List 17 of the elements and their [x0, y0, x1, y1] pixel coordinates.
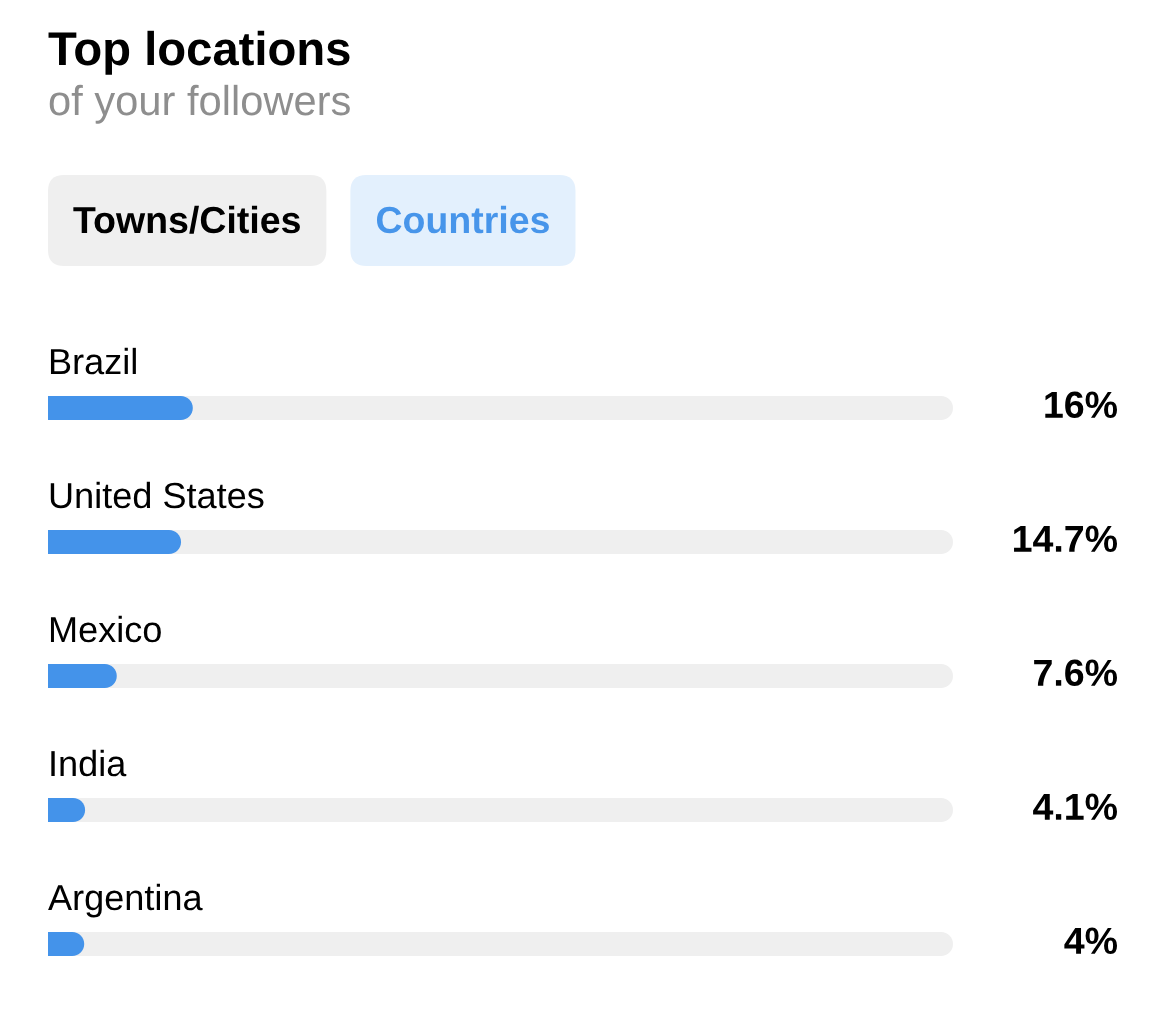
bar: [48, 396, 193, 420]
data-label: 4.1%: [1033, 793, 1118, 820]
bar: [48, 664, 117, 688]
chart-title: Top locations: [48, 30, 350, 75]
bar: [48, 530, 182, 554]
text: Towns/Cities: [73, 205, 300, 234]
data-label: 4%: [1064, 927, 1118, 954]
y-tick-label: Mexico: [50, 615, 161, 643]
y-tick-label: Argentina: [48, 883, 203, 918]
data-label: 7.6%: [1034, 659, 1118, 687]
data-label: 16%: [1045, 391, 1118, 419]
y-tick-label: United States: [50, 481, 264, 509]
text: Countries: [376, 205, 549, 234]
y-tick-label: India: [51, 749, 127, 777]
y-tick-label: Brazil: [50, 347, 136, 375]
data-label: 14.7%: [1014, 525, 1118, 552]
chart-subtitle: of your followers: [49, 84, 350, 124]
